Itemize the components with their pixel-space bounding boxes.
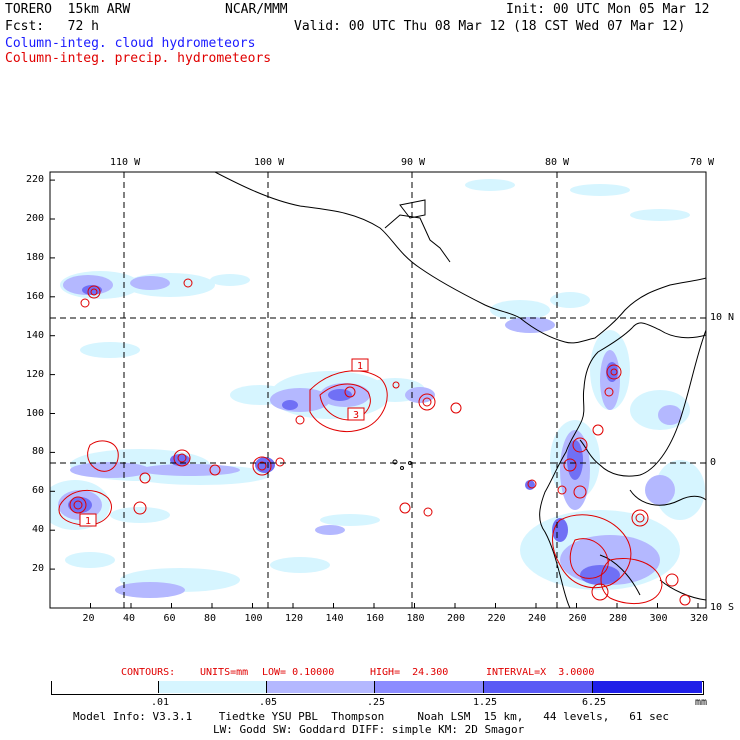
init-time: Init: 00 UTC Mon 05 Mar 12 [506,2,710,17]
model-title: TORERO 15km ARW [5,2,131,17]
contour-label: 1 [357,361,363,372]
lon-label: 100 W [254,157,285,168]
x-tick-label: 80 [204,613,217,624]
colorbar-segment [267,681,375,693]
x-tick-label: 140 [325,613,344,624]
y-tick-label: 60 [32,485,45,497]
x-tick-label: 160 [366,613,385,624]
colorbar-label: 1.25 [473,697,498,708]
x-tick-label: 280 [609,613,628,624]
x-tick-label: 240 [528,613,547,624]
x-tick-label: 100 [244,613,263,624]
field-label-cloud: Column-integ. cloud hydrometeors [5,36,256,51]
lat-label: 10 S [710,602,735,613]
colorbar-label: .05 [259,697,278,708]
y-tick-label: 80 [32,446,45,458]
model-info-line2: LW: Godd SW: Goddard DIFF: simple KM: 2D… [213,723,525,736]
contours-title: CONTOURS: [121,667,176,678]
x-tick-label: 180 [406,613,425,624]
y-tick-label: 120 [26,368,45,380]
colorbar-segment [484,681,593,693]
y-tick-label: 200 [26,213,45,224]
colorbar-segment [52,681,159,693]
model-info-line1: Model Info: V3.3.1 Tiedtke YSU PBL Thomp… [73,710,670,723]
contours-high: HIGH= 24.300 [370,667,449,678]
x-tick-label: 20 [82,613,95,624]
coastline [214,172,706,608]
colorbar-segment [159,681,267,693]
lat-label: 10 N [710,312,735,323]
lon-label: 80 W [545,157,570,168]
shaded-cloud-field [50,179,705,598]
tick-marks [50,179,699,608]
x-tick-label: 260 [568,613,587,624]
x-tick-label: 220 [487,613,506,624]
forecast-hour: Fcst: 72 h [5,19,99,34]
contours-units: UNITS=mm [200,667,249,678]
organization-label: NCAR/MMM [225,2,288,17]
x-tick-label: 120 [285,613,304,624]
contour-label: 1 [85,516,91,527]
colorbar-label: .25 [367,697,386,708]
plot-frame [49,171,707,609]
field-label-precip: Column-integ. precip. hydrometeors [5,51,272,66]
precip-contours [58,278,691,606]
y-tick-label: 180 [26,251,45,263]
lat-lon-grid [50,172,706,608]
colorbar-unit: mm [695,697,708,708]
colorbar-label: .01 [151,697,170,708]
x-tick-label: 200 [447,613,466,624]
x-tick-label: 300 [649,613,668,624]
lon-label: 110 W [110,157,141,168]
y-tick-label: 40 [32,524,45,536]
y-tick-label: 100 [26,407,45,419]
contours-interval: INTERVAL=X 3.0000 [486,667,595,678]
contours-low: LOW= 0.10000 [262,667,335,678]
colorbar-segment [375,681,484,693]
lon-label: 90 W [401,157,426,168]
y-tick-label: 20 [32,563,45,575]
colorbar-segment [593,681,702,693]
colorbar-label: 6.25 [582,697,607,708]
x-tick-label: 320 [690,613,709,624]
contour-label-boxes: 1 3 1 [79,358,369,527]
contour-label: 3 [353,410,359,421]
y-tick-label: 160 [26,290,45,302]
x-tick-label: 40 [123,613,136,624]
lon-label: 70 W [690,157,715,168]
lat-label: 0 [710,457,717,468]
x-tick-label: 60 [163,613,176,624]
y-tick-label: 140 [26,329,45,341]
valid-time: Valid: 00 UTC Thu 08 Mar 12 (18 CST Wed … [294,19,686,34]
y-tick-label: 220 [26,174,45,186]
